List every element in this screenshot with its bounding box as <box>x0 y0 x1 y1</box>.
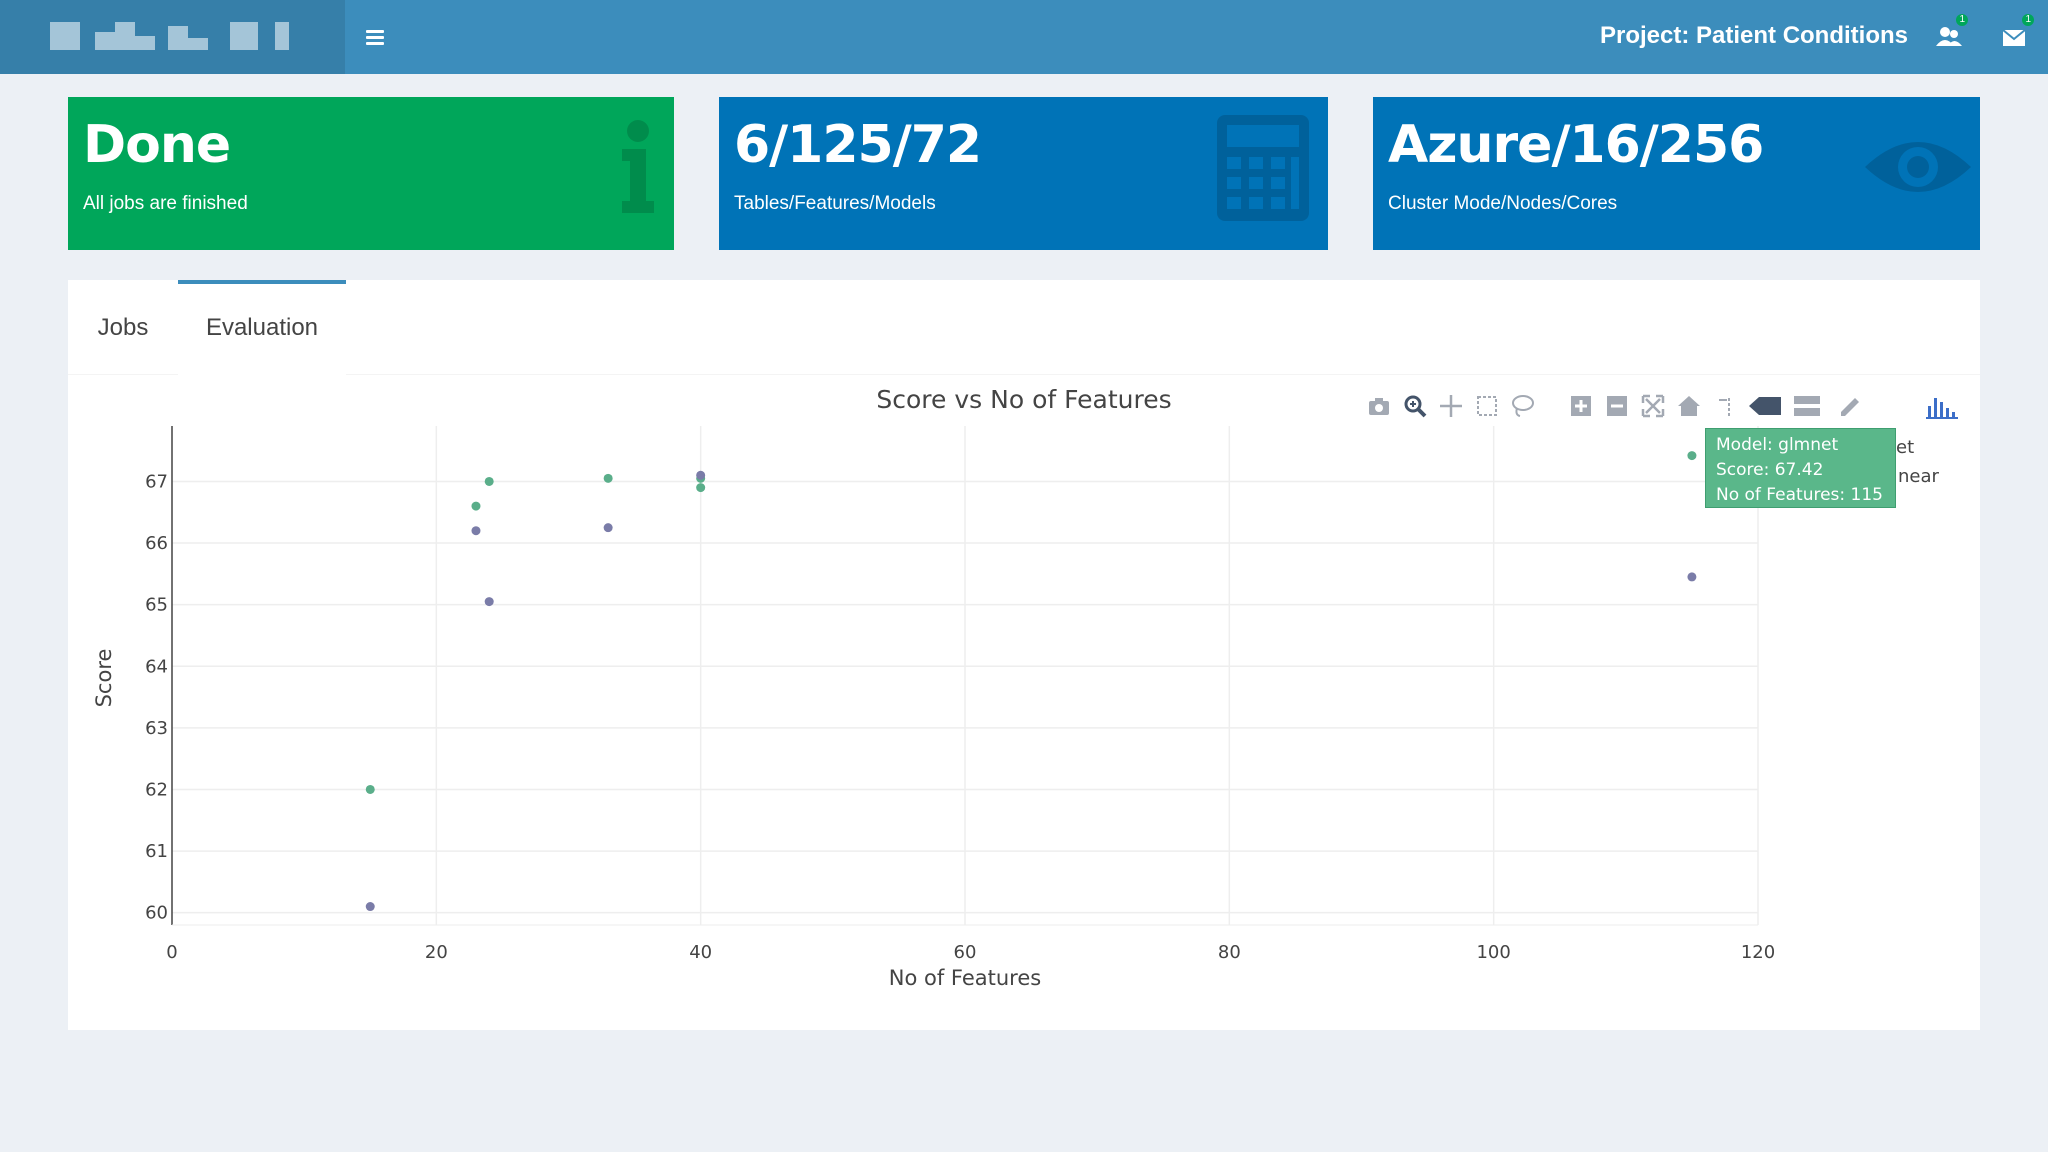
box-select-icon[interactable] <box>1473 392 1501 420</box>
chart-axes <box>171 426 1758 926</box>
cluster-info-box: Azure/16/256 Cluster Mode/Nodes/Cores <box>1373 97 1980 250</box>
tooltip-model: Model: glmnet <box>1716 435 1839 455</box>
users-badge: 1 <box>1956 14 1968 26</box>
camera-icon[interactable] <box>1365 392 1393 420</box>
autoscale-icon[interactable] <box>1639 392 1667 420</box>
data-point[interactable] <box>1687 572 1697 582</box>
data-point[interactable] <box>365 784 375 794</box>
hover-compare-icon[interactable] <box>1791 392 1823 420</box>
project-title: Project: Patient Conditions <box>1599 22 1908 49</box>
x-tick-label: 80 <box>1218 942 1241 963</box>
legend-fragment[interactable]: near <box>1898 466 1939 487</box>
data-points <box>365 451 1697 912</box>
sidebar-toggle-button[interactable] <box>362 24 390 50</box>
y-axis-label: Score <box>92 649 116 708</box>
hover-closest-icon[interactable] <box>1747 392 1783 420</box>
data-point[interactable] <box>471 526 481 536</box>
tab-evaluation[interactable]: Evaluation <box>178 280 346 375</box>
tab-jobs[interactable]: Jobs <box>97 314 149 341</box>
info-icon <box>622 120 654 213</box>
y-axis-ticks: 60 61 62 63 64 65 66 67 <box>145 471 168 923</box>
edit-chart-icon[interactable] <box>1835 392 1863 420</box>
data-point[interactable] <box>696 483 706 493</box>
x-tick-label: 40 <box>689 942 712 963</box>
tab-panel: Jobs Evaluation <box>68 280 1980 1030</box>
eye-icon <box>1865 142 1971 192</box>
x-tick-label: 100 <box>1476 942 1510 963</box>
home-icon[interactable] <box>1675 392 1703 420</box>
y-tick-label: 60 <box>145 903 168 924</box>
data-point[interactable] <box>1687 451 1697 461</box>
zoom-out-icon[interactable] <box>1603 392 1631 420</box>
x-axis-ticks: 0 20 40 60 80 100 120 <box>166 942 1775 963</box>
status-value: Done <box>83 115 231 175</box>
y-tick-label: 63 <box>145 718 168 739</box>
data-point[interactable] <box>484 476 494 486</box>
spike-lines-icon[interactable] <box>1711 392 1739 420</box>
users-icon[interactable]: 1 <box>1932 14 1968 54</box>
logo[interactable] <box>0 0 345 74</box>
counts-info-box: 6/125/72 Tables/Features/Models <box>719 97 1328 250</box>
messages-icon[interactable]: 1 <box>1998 14 2034 54</box>
data-point[interactable] <box>603 473 613 483</box>
tooltip-features: No of Features: 115 <box>1716 485 1883 505</box>
zoom-in-icon[interactable] <box>1567 392 1595 420</box>
tooltip-score: Score: 67.42 <box>1716 460 1824 480</box>
cluster-label: Cluster Mode/Nodes/Cores <box>1388 193 1618 214</box>
x-tick-label: 120 <box>1741 942 1775 963</box>
pan-icon[interactable] <box>1437 392 1465 420</box>
cluster-value: Azure/16/256 <box>1388 115 1764 175</box>
data-point[interactable] <box>603 523 613 533</box>
data-point[interactable] <box>365 902 375 912</box>
x-tick-label: 60 <box>954 942 977 963</box>
x-tick-label: 0 <box>166 942 177 963</box>
plotly-logo-icon[interactable] <box>1924 392 1960 420</box>
zoom-icon[interactable] <box>1401 392 1429 420</box>
counts-label: Tables/Features/Models <box>734 193 936 214</box>
messages-badge: 1 <box>2022 14 2034 26</box>
scatter-plot[interactable]: 0 20 40 60 80 100 120 60 61 62 63 64 65 66 67 No of F… <box>68 410 1980 1010</box>
hover-tooltip: Model: glmnet Score: 67.42 No of Feature… <box>1705 428 1896 508</box>
legend-fragment[interactable]: et <box>1896 437 1915 458</box>
status-info-box: Done All jobs are finished <box>68 97 674 250</box>
y-tick-label: 64 <box>145 656 168 677</box>
data-point[interactable] <box>484 597 494 607</box>
y-tick-label: 62 <box>145 779 168 800</box>
chart-title: Score vs No of Features <box>876 385 1172 414</box>
calculator-icon <box>1217 115 1309 221</box>
chart-gridlines <box>172 426 1759 925</box>
y-tick-label: 66 <box>145 533 168 554</box>
data-point[interactable] <box>471 501 481 511</box>
chart-modebar <box>1362 392 1962 422</box>
top-navbar: Project: Patient Conditions 1 1 <box>0 0 2048 74</box>
x-tick-label: 20 <box>425 942 448 963</box>
data-point[interactable] <box>696 470 706 480</box>
y-tick-label: 65 <box>145 595 168 616</box>
y-tick-label: 61 <box>145 841 168 862</box>
y-tick-label: 67 <box>145 471 168 492</box>
tab-bar: Jobs Evaluation <box>68 280 1980 375</box>
x-axis-label: No of Features <box>889 966 1041 990</box>
status-label: All jobs are finished <box>83 193 248 214</box>
lasso-select-icon[interactable] <box>1509 392 1537 420</box>
counts-value: 6/125/72 <box>734 115 982 175</box>
